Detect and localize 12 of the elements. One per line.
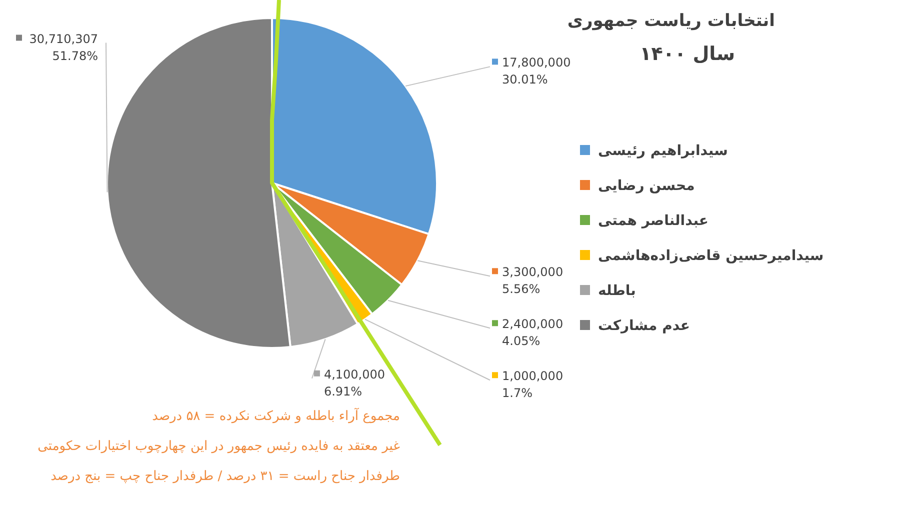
legend-label: عبدالناصر همتی (598, 213, 708, 229)
legend-label: عدم مشارکت (598, 318, 690, 334)
text: سال ۱۴۰۰ (640, 43, 735, 65)
text: طرفدار جناح راست = ۳۱ درصد / طرفدار جناح چپ = بنج درصد (50, 469, 400, 484)
legend-label: سیدامیرحسین قاضی‌زاده‌هاشمی (598, 248, 824, 264)
text: غیر معتقد به فایده رئیس جمهور در این چهارچوب اختیارات حکومتی (38, 439, 400, 454)
text: مجموع آراء باطله و شرکت نکرده = ۵۸ درصد (152, 407, 400, 424)
data-label: 30,710,307 51.78% (29, 32, 98, 63)
legend-label: سیدابراهیم رئیسی (598, 143, 728, 159)
legend-label: باطله (598, 283, 636, 299)
legend-label: محسن رضایی (598, 178, 695, 194)
chart-title: انتخابات ریاست جمهوری (567, 11, 775, 31)
